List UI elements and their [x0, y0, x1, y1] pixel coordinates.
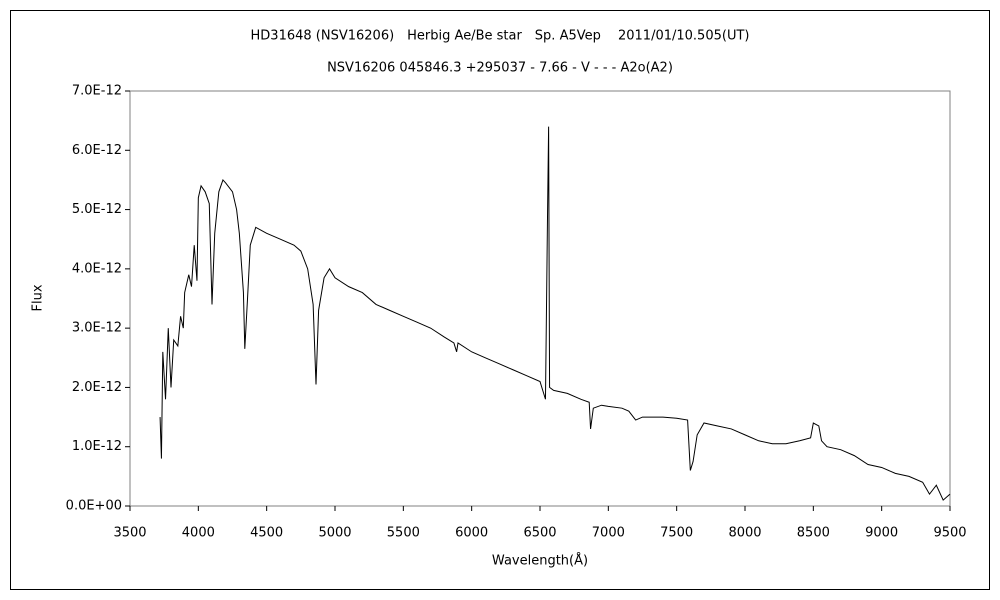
- y-tick-label: 6.0E-12: [72, 143, 122, 158]
- y-tick-label: 5.0E-12: [72, 202, 122, 217]
- x-tick-label: 4500: [250, 526, 283, 541]
- x-tick-label: 3500: [113, 526, 146, 541]
- y-tick-label: 1.0E-12: [72, 439, 122, 454]
- chart-subtitle: NSV16206 045846.3 +295037 - 7.66 - V - -…: [327, 61, 673, 76]
- x-tick-label: 7500: [660, 526, 693, 541]
- spectrum-line: [159, 126, 951, 501]
- chart-title: HD31648 (NSV16206) Herbig Ae/Be star Sp.…: [251, 29, 750, 44]
- y-tick-label: 2.0E-12: [72, 380, 122, 395]
- y-tick-label: 0.0E+00: [66, 499, 122, 514]
- y-tick-label: 4.0E-12: [72, 261, 122, 276]
- plot-area: [129, 90, 951, 507]
- x-tick-label: 4000: [182, 526, 215, 541]
- x-tick-label: 9500: [933, 526, 966, 541]
- y-tick-label: 7.0E-12: [72, 84, 122, 99]
- x-tick-label: 8500: [797, 526, 830, 541]
- y-axis-label: Flux: [31, 284, 46, 311]
- x-tick-label: 7000: [592, 526, 625, 541]
- x-tick-label: 9000: [865, 526, 898, 541]
- x-tick-label: 5500: [387, 526, 420, 541]
- x-tick-label: 6000: [455, 526, 488, 541]
- x-tick-label: 8000: [728, 526, 761, 541]
- y-tick-label: 3.0E-12: [72, 321, 122, 336]
- x-axis-label: Wavelength(Å): [492, 553, 588, 569]
- x-tick-label: 5000: [318, 526, 351, 541]
- x-tick-label: 6500: [523, 526, 556, 541]
